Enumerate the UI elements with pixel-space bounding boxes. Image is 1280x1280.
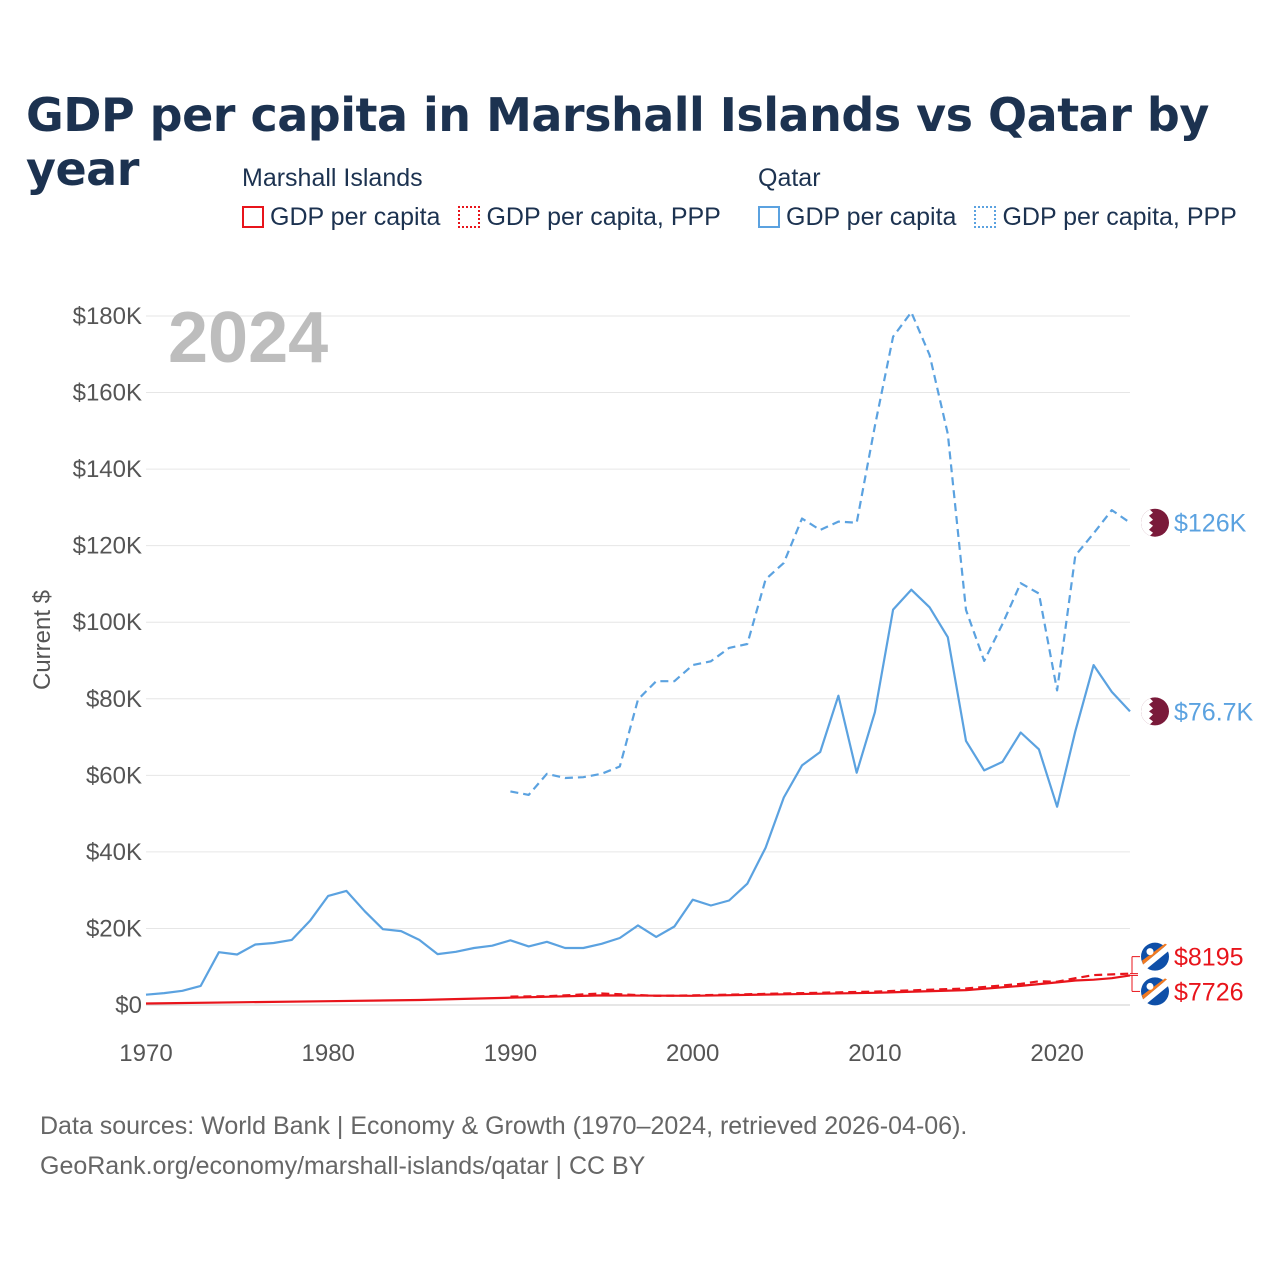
series-line-marshall-islands-gdp-per-capita-ppp	[510, 972, 1131, 998]
chart-title: GDP per capita in Marshall Islands vs Qa…	[26, 88, 1209, 196]
y-tick-label: $160K	[73, 380, 142, 407]
legend-label: GDP per capita	[786, 202, 957, 231]
flag-serration	[1141, 508, 1153, 537]
legend-label: GDP per capita, PPP	[1002, 202, 1237, 231]
legend-swatch-dotted	[974, 206, 997, 228]
y-tick-label: $0	[115, 992, 142, 1019]
flag-stripe-orange	[1142, 978, 1167, 1000]
y-tick-label: $60K	[86, 762, 142, 789]
series-line-qatar-gdp-per-capita-ppp	[510, 311, 1131, 797]
x-tick-label: 1990	[484, 1040, 537, 1067]
y-tick-label: $100K	[73, 609, 142, 636]
y-tick-label: $120K	[73, 533, 142, 560]
flag-star	[1146, 948, 1154, 956]
sources-line-1: Data sources: World Bank | Economy & Gro…	[40, 1112, 968, 1140]
legend-item-marshall-gdp[interactable]: GDP per capita	[242, 203, 440, 232]
legend-label: GDP per capita, PPP	[486, 202, 721, 231]
y-tick-label: $20K	[86, 915, 142, 942]
legend-swatch-dotted	[458, 206, 481, 228]
series-end-label: $8195	[1174, 944, 1244, 972]
legend-group-qatar: Qatar GDP per capita GDP per capita, PPP	[758, 160, 1237, 238]
series-line-marshall-islands-gdp-per-capita	[145, 974, 1131, 1005]
x-tick-label: 2000	[666, 1040, 719, 1067]
y-axis-label: Current $	[29, 590, 56, 690]
x-tick-label: 1970	[119, 1040, 172, 1067]
y-tick-label: $140K	[73, 456, 142, 483]
sources-line-2[interactable]: GeoRank.org/economy/marshall-islands/qat…	[40, 1152, 646, 1180]
y-tick-label: $180K	[73, 303, 142, 330]
marshall-islands-flag-icon	[1141, 977, 1169, 1006]
x-tick-label: 2010	[848, 1040, 901, 1067]
series-end-label: $7726	[1174, 978, 1244, 1006]
series-end-label: $76.7K	[1174, 698, 1254, 726]
legend-item-marshall-gdp-ppp[interactable]: GDP per capita, PPP	[458, 202, 721, 232]
x-tick-label: 1980	[302, 1040, 355, 1067]
legend-swatch-solid	[242, 206, 264, 228]
legend-group-name: Qatar	[758, 164, 821, 192]
qatar-flag-icon	[1141, 697, 1169, 726]
sources: Data sources: World Bank | Economy & Gro…	[40, 1106, 967, 1186]
flag-stripe-orange	[1142, 943, 1167, 965]
legend-group-marshall-islands: Marshall Islands GDP per capita GDP per …	[242, 160, 721, 238]
legend-item-qatar-gdp[interactable]: GDP per capita	[758, 203, 956, 232]
y-tick-label: $80K	[86, 686, 142, 713]
y-tick-label: $40K	[86, 839, 142, 866]
flag-star	[1146, 982, 1154, 990]
flag-stripe-white	[1143, 944, 1169, 969]
legend-label: GDP per capita	[270, 202, 441, 231]
series-line-qatar-gdp-per-capita	[145, 588, 1131, 996]
marshall-islands-flag-icon	[1141, 942, 1169, 971]
year-watermark: 2024	[168, 298, 328, 378]
qatar-flag-icon	[1141, 508, 1169, 537]
flag-stripe-white	[1143, 979, 1169, 1004]
legend-group-name: Marshall Islands	[242, 164, 423, 192]
legend-item-qatar-gdp-ppp[interactable]: GDP per capita, PPP	[974, 202, 1237, 232]
flag-serration	[1141, 697, 1153, 726]
legend-swatch-solid	[758, 206, 780, 228]
x-tick-label: 2020	[1030, 1040, 1083, 1067]
series-end-label: $126K	[1174, 510, 1247, 538]
